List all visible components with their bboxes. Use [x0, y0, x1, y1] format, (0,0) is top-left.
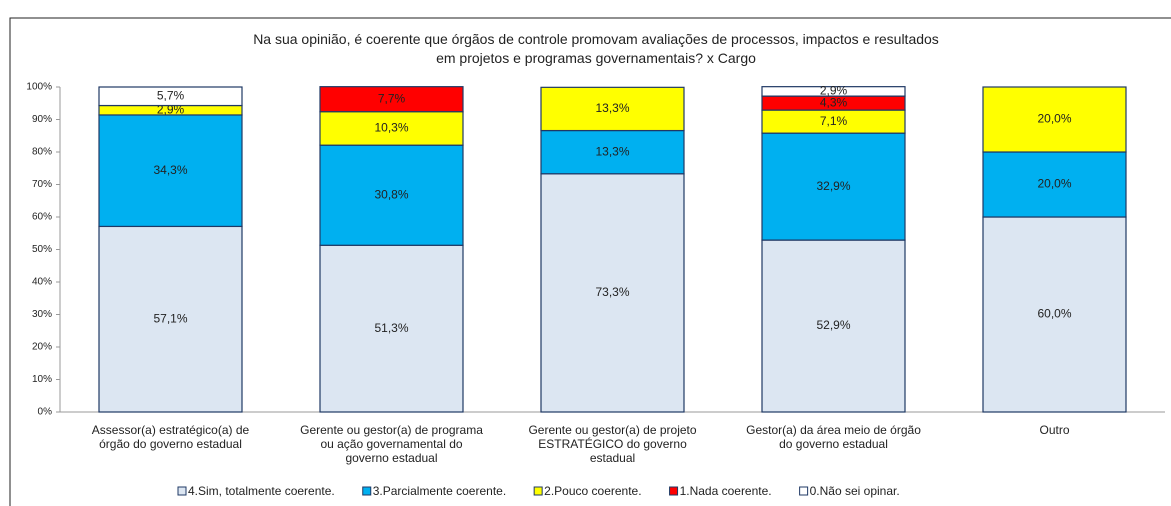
y-tick-label: 20% [32, 342, 52, 353]
y-tick-label: 50% [32, 244, 52, 255]
y-tick-label: 40% [32, 277, 52, 288]
data-label: 30,8% [374, 187, 408, 201]
chart-title: Na sua opinião, é coerente que órgãos de… [253, 31, 939, 66]
bar-segment [319, 86, 464, 113]
data-label: 52,9% [816, 318, 850, 332]
x-tick-label: Assessor(a) estratégico(a) de órgão do go… [92, 423, 250, 451]
data-label: 13,3% [595, 101, 629, 115]
legend-swatch [362, 486, 372, 496]
y-tick-label: 80% [32, 147, 52, 158]
legend-label: 0.Não sei opinar. [810, 484, 900, 498]
bar-segment [982, 151, 1127, 218]
data-label: 60,0% [1037, 307, 1071, 321]
data-label: 10,3% [374, 121, 408, 135]
legend-label: 3.Parcialmente coerente. [373, 484, 506, 498]
bar-segment [982, 216, 1127, 413]
bar-segment [761, 86, 906, 97]
data-label: 7,7% [378, 91, 406, 105]
x-tick-label: Gestor(a) da área meio de órgão do govern… [746, 423, 921, 451]
legend-label: 1.Nada coerente. [680, 484, 772, 498]
data-label: 5,7% [157, 88, 185, 102]
data-label: 51,3% [374, 321, 408, 335]
bar-segment [540, 86, 685, 132]
y-tick-label: 30% [32, 309, 52, 320]
data-label: 20,0% [1037, 112, 1071, 126]
bar-segment [319, 244, 464, 413]
bar-segment [540, 173, 685, 413]
y-tick-label: 100% [26, 82, 52, 93]
data-label: 7,1% [820, 114, 848, 128]
data-label: 4,3% [820, 95, 848, 109]
bar-segment [982, 86, 1127, 153]
legend-swatch [669, 486, 679, 496]
y-tick-label: 10% [32, 374, 52, 385]
x-tick-label: Gerente ou gestor(a) de programa ou ação … [300, 423, 483, 465]
x-tick-label: Gerente ou gestor(a) de projeto ESTRATÉGI… [528, 423, 696, 465]
data-label: 20,0% [1037, 177, 1071, 191]
bar-segment [761, 132, 906, 241]
data-label: 13,3% [595, 144, 629, 158]
bar-segment [761, 239, 906, 413]
legend-swatch [799, 486, 809, 496]
y-tick-label: 70% [32, 179, 52, 190]
data-label: 2,9% [820, 84, 848, 98]
data-label: 57,1% [153, 311, 187, 325]
y-tick-label: 60% [32, 212, 52, 223]
legend-swatch [533, 486, 543, 496]
data-label: 73,3% [595, 285, 629, 299]
bar-segment [319, 144, 464, 246]
bar-segment [98, 114, 243, 228]
data-label: 32,9% [816, 179, 850, 193]
x-tick-label: Outro [1039, 423, 1069, 437]
bar-segment [98, 225, 243, 413]
legend-label: 4.Sim, totalmente coerente. [188, 484, 335, 498]
bar-segment [98, 86, 243, 107]
y-tick-label: 0% [38, 407, 53, 418]
legend-label: 2.Pouco coerente. [544, 484, 641, 498]
legend-swatch [177, 486, 187, 496]
bar-segment [540, 129, 685, 175]
y-tick-label: 90% [32, 114, 52, 125]
data-label: 34,3% [153, 163, 187, 177]
bar-segment [319, 111, 464, 146]
